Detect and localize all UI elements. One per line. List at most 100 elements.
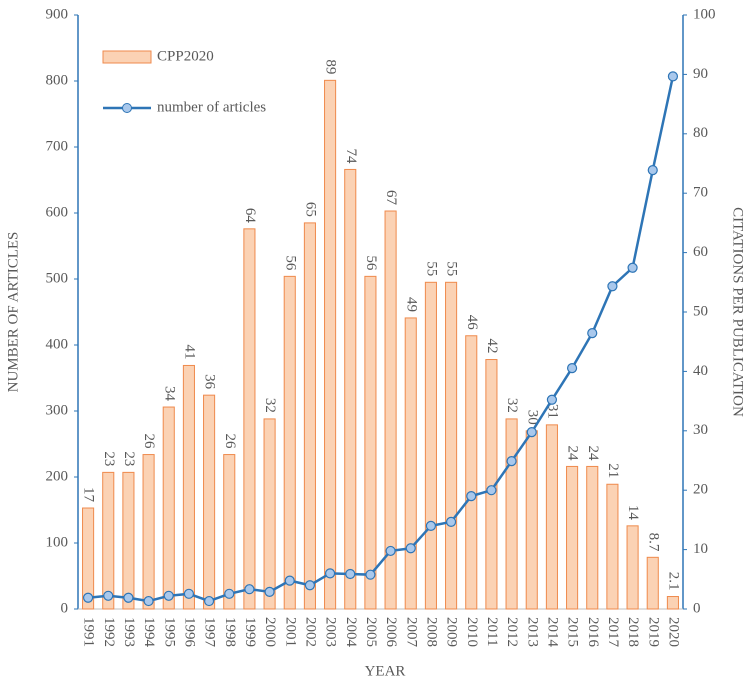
marker [123,592,134,603]
data-label: 89 [323,59,339,74]
x-tick-label: 2008 [423,617,439,647]
bar [505,418,518,610]
x-tick-label: 1999 [242,617,258,647]
x-tick-label: 1994 [141,617,157,648]
bar [162,406,175,610]
marker [284,575,295,586]
y-tick-label: 100 [46,534,69,550]
data-label: 74 [343,148,359,164]
bar [384,210,397,610]
bar [263,418,276,610]
data-label: 56 [282,255,298,271]
x-tick-label: 1998 [222,617,238,647]
marker [546,394,558,405]
bar [283,275,296,610]
x-tick-label: 2009 [444,617,460,647]
bar [203,394,216,610]
y-tick-label: 200 [46,468,69,484]
marker [627,262,638,273]
bar [626,525,639,610]
x-axis-title: YEAR [365,663,406,679]
data-label: 41 [181,344,197,359]
x-tick-label: 2012 [504,617,520,647]
y2-tick-label: 100 [693,6,716,22]
y-axis-title: NUMBER OF ARTICLES [5,232,21,393]
x-tick-label: 2004 [343,617,359,648]
x-tick-label: 2013 [524,617,540,647]
bar [142,454,155,610]
bar [586,465,599,610]
bar [102,471,115,610]
data-label: 36 [202,374,218,390]
bar [122,471,135,610]
y2-tick-label: 60 [693,244,708,260]
marker [163,590,174,601]
marker [445,516,457,527]
bar [445,281,458,610]
data-label: 42 [484,339,500,354]
data-label: 24 [585,445,601,461]
marker [203,595,215,607]
bar [243,228,256,610]
data-label: 24 [565,445,581,461]
marker [183,588,195,599]
y2-axis-title: CITATIONS PER PUBLICATION [730,207,746,417]
x-tick-label: 2020 [665,617,681,647]
marker [587,328,598,339]
x-tick-label: 2014 [544,617,560,648]
marker [324,568,336,579]
x-tick-label: 1993 [121,617,137,647]
x-tick-label: 2002 [302,617,318,647]
bar [404,317,417,610]
data-label: 26 [141,434,157,450]
y2-tick-label: 80 [693,125,708,141]
x-tick-label: 2015 [565,617,581,647]
data-label: 56 [363,255,379,271]
y2-tick-label: 30 [693,422,708,438]
y-tick-label: 400 [46,336,69,352]
marker [607,281,618,292]
bar [344,168,357,610]
y-tick-label: 900 [46,6,69,22]
x-tick-label: 1996 [181,617,197,648]
data-label: 30 [524,410,540,425]
y-tick-label: 800 [46,72,69,88]
data-label: 2.1 [665,572,681,591]
x-tick-label: 2018 [625,617,641,647]
marker [244,584,255,595]
x-tick-label: 1995 [161,617,177,647]
x-tick-label: 2007 [403,617,419,648]
marker [667,71,679,82]
data-label: 65 [302,202,318,217]
marker [566,363,578,374]
data-label: 32 [504,398,520,413]
marker [264,586,275,597]
bar [324,79,337,610]
y2-tick-label: 20 [693,482,708,498]
x-tick-label: 2019 [645,617,661,647]
bar [364,275,377,610]
marker [103,590,114,601]
marker [647,165,658,176]
data-label: 55 [423,261,439,276]
bar [303,222,316,610]
legend-marker [122,103,132,113]
marker [224,588,235,599]
x-tick-label: 2017 [605,617,621,648]
y-tick-label: 300 [46,402,69,418]
x-tick-label: 2001 [282,617,298,647]
marker [466,491,477,502]
data-label: 32 [262,398,278,413]
bar [566,465,579,610]
marker [304,580,316,591]
marker [425,520,437,531]
x-tick-label: 1991 [81,617,97,647]
x-tick-label: 2011 [484,617,500,646]
data-label: 46 [464,315,480,331]
data-label: 23 [121,451,137,466]
line [87,76,675,603]
y2-tick-label: 40 [693,363,708,379]
legend-label: CPP2020 [157,48,214,64]
data-label: 26 [222,434,238,450]
